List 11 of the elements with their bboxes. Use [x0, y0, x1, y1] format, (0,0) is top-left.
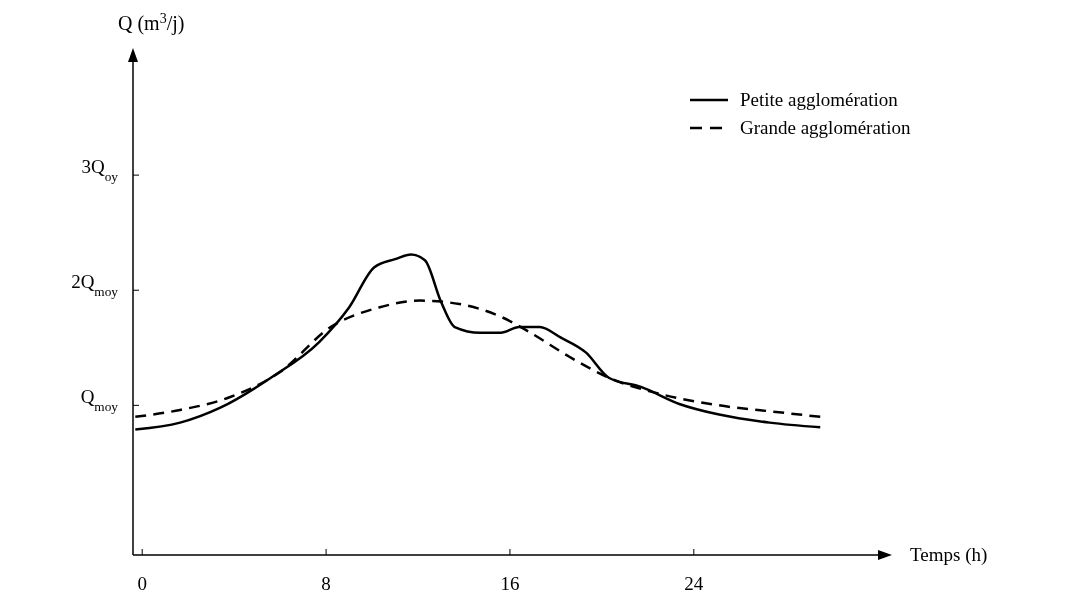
y-axis-title: Q (m$^{3}$/j): [118, 10, 185, 35]
x-axis-title: Temps (h): [910, 544, 988, 566]
y-tick-label: 2Q$_{moy}$: [71, 271, 119, 299]
y-tick-label: 3Q$_{oy}$: [81, 156, 119, 184]
legend-label: Petite agglomération: [740, 89, 899, 110]
y-tick-label: Q$_{moy}$: [80, 386, 119, 414]
x-tick-label: 16: [500, 573, 520, 594]
x-tick-label: 8: [321, 573, 331, 594]
x-tick-label: 0: [137, 573, 147, 594]
x-tick-label: 24: [684, 573, 704, 594]
legend-label: Grande agglomération: [740, 117, 911, 138]
